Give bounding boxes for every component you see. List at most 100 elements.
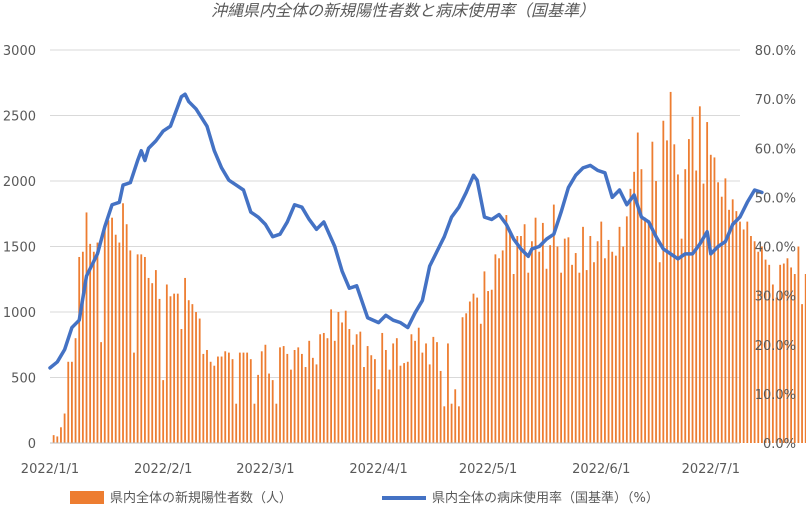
left-tick-label: 3000: [3, 44, 36, 59]
x-tick-label: 2022/7/1: [682, 462, 740, 477]
bar: [290, 369, 292, 443]
bar: [611, 251, 614, 443]
bar: [377, 389, 380, 443]
chart-title: 沖縄県内全体の新規陽性者数と病床使用率（国基準）: [211, 1, 595, 20]
bar: [111, 217, 113, 443]
bar: [549, 245, 552, 443]
bar: [589, 236, 592, 443]
left-tick-label: 2000: [3, 175, 36, 190]
bar: [414, 340, 416, 443]
bar: [512, 274, 515, 443]
left-tick-label: 500: [11, 372, 36, 387]
bar: [107, 220, 110, 443]
bar: [220, 356, 223, 443]
bar: [516, 236, 519, 443]
bar: [63, 413, 66, 443]
legend-bar-label: 県内全体の新規陽性者数（人）: [110, 490, 292, 506]
bar: [297, 347, 300, 443]
bar: [687, 139, 690, 443]
bar: [319, 334, 322, 443]
bar: [443, 406, 446, 443]
bar: [198, 318, 201, 443]
bar: [753, 241, 756, 443]
bar: [144, 256, 146, 443]
bar: [801, 304, 803, 443]
bar: [750, 236, 752, 443]
bar: [184, 277, 186, 443]
bar: [81, 251, 84, 443]
bar: [578, 272, 581, 443]
bar: [647, 220, 650, 443]
x-tick-label: 2022/6/1: [572, 462, 630, 477]
right-tick-label: 60.0%: [755, 142, 796, 157]
axes: 0 500 1000 1500 2000 2500 3000 0.0% 10.0% 20.0% 30…: [3, 44, 796, 477]
bar: [476, 297, 479, 443]
bar: [757, 251, 760, 443]
x-tick-label: 2022/2/1: [134, 462, 192, 477]
bar: [655, 181, 657, 443]
bar: [140, 254, 143, 443]
bar: [421, 352, 424, 443]
bar-series: [52, 91, 806, 444]
bar: [709, 154, 712, 444]
bar: [640, 169, 643, 443]
bar: [410, 334, 413, 443]
bar: [746, 221, 749, 443]
bar: [450, 403, 453, 443]
bar: [680, 238, 683, 443]
bar: [154, 270, 157, 443]
right-tick-label: 80.0%: [755, 44, 796, 59]
bar: [483, 271, 486, 443]
bar: [673, 144, 676, 443]
bar: [479, 323, 482, 443]
bar: [52, 435, 55, 443]
bar: [724, 178, 727, 443]
x-tick-label: 2022/3/1: [236, 462, 294, 477]
bar: [260, 351, 263, 443]
bar: [264, 344, 267, 443]
bar: [217, 356, 219, 443]
bar: [85, 212, 88, 443]
bar: [326, 338, 329, 443]
bar: [176, 293, 179, 443]
bar: [571, 264, 573, 443]
bar: [209, 361, 212, 443]
bar: [600, 221, 603, 443]
bar: [89, 243, 92, 443]
legend-line-label: 県内全体の病床使用率（国基準）（%）: [432, 490, 659, 506]
bar: [118, 242, 121, 443]
bar: [271, 380, 274, 443]
bar: [224, 351, 227, 443]
bar: [355, 334, 358, 443]
bar: [790, 267, 793, 443]
bar: [498, 258, 500, 443]
bar: [246, 352, 249, 443]
bar: [169, 296, 172, 443]
bar: [607, 239, 610, 443]
bar: [669, 91, 672, 444]
bar: [622, 246, 625, 443]
bar: [527, 272, 530, 443]
bar: [279, 347, 281, 443]
bar: [151, 283, 154, 443]
bar: [666, 140, 668, 443]
bar: [629, 188, 632, 443]
bar: [761, 246, 763, 443]
bar: [684, 169, 687, 443]
bar: [742, 229, 745, 443]
right-tick-label: 10.0%: [755, 388, 796, 403]
bar: [129, 250, 132, 443]
bar: [739, 221, 741, 443]
bar: [235, 403, 238, 443]
left-tick-label: 0: [28, 437, 36, 452]
bar: [315, 364, 318, 443]
bar: [337, 312, 340, 443]
bar: [560, 272, 563, 443]
left-tick-label: 1500: [3, 241, 36, 256]
x-tick-label: 2022/5/1: [459, 462, 517, 477]
bar: [779, 264, 782, 443]
bar: [227, 352, 230, 443]
bar: [717, 182, 719, 443]
bar: [165, 284, 168, 443]
bar: [538, 251, 541, 443]
